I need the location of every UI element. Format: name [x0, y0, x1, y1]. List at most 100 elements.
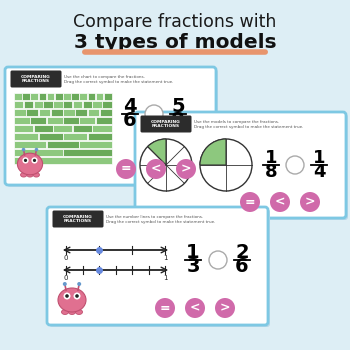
Text: <: < — [190, 301, 200, 315]
Ellipse shape — [18, 153, 43, 175]
Bar — [63, 100, 72, 108]
Text: =: = — [245, 196, 255, 209]
FancyBboxPatch shape — [135, 112, 346, 218]
Ellipse shape — [27, 173, 33, 177]
Ellipse shape — [69, 309, 76, 315]
Bar — [53, 100, 63, 108]
Bar — [96, 92, 103, 100]
Bar — [47, 140, 79, 148]
Text: >: > — [181, 162, 191, 175]
Bar — [51, 108, 63, 116]
Text: Drag the correct symbol to make the statement true.: Drag the correct symbol to make the stat… — [194, 125, 303, 129]
Text: 6: 6 — [235, 258, 249, 277]
Ellipse shape — [62, 309, 69, 315]
Bar — [102, 100, 112, 108]
Text: 1: 1 — [265, 149, 277, 167]
Wedge shape — [148, 139, 166, 165]
Text: COMPARING
FRACTIONS: COMPARING FRACTIONS — [21, 75, 51, 83]
Text: COMPARING
FRACTIONS: COMPARING FRACTIONS — [151, 120, 181, 128]
Bar — [92, 125, 112, 132]
Text: 6: 6 — [123, 112, 137, 131]
Circle shape — [24, 159, 27, 162]
Text: =: = — [121, 162, 131, 175]
Bar — [79, 117, 95, 124]
Bar — [26, 108, 38, 116]
Text: Drag the correct symbol to make the statement true.: Drag the correct symbol to make the stat… — [64, 80, 173, 84]
Text: 1: 1 — [163, 255, 167, 261]
Text: 2: 2 — [235, 244, 249, 262]
Circle shape — [300, 192, 320, 212]
Bar — [14, 148, 63, 156]
Circle shape — [63, 282, 67, 286]
Ellipse shape — [33, 173, 40, 177]
Circle shape — [74, 293, 80, 300]
Bar — [14, 156, 112, 164]
Bar — [14, 133, 38, 140]
Circle shape — [270, 192, 290, 212]
Bar — [55, 92, 63, 100]
Text: =: = — [160, 301, 170, 315]
Bar — [38, 108, 50, 116]
Wedge shape — [200, 139, 226, 165]
Bar — [88, 92, 95, 100]
Bar — [71, 92, 79, 100]
Bar — [96, 117, 112, 124]
Circle shape — [33, 159, 36, 162]
Bar — [34, 125, 53, 132]
Circle shape — [22, 148, 25, 152]
Bar — [88, 108, 99, 116]
Text: 1: 1 — [163, 275, 167, 281]
Bar — [92, 100, 102, 108]
Circle shape — [32, 157, 38, 163]
Circle shape — [155, 298, 175, 318]
Circle shape — [77, 282, 81, 286]
FancyBboxPatch shape — [10, 70, 62, 88]
FancyBboxPatch shape — [5, 67, 216, 185]
Text: 3: 3 — [186, 258, 200, 277]
Bar — [47, 92, 54, 100]
Bar — [73, 125, 92, 132]
Bar — [63, 133, 87, 140]
Circle shape — [215, 298, 235, 318]
Text: 0: 0 — [64, 255, 68, 261]
Bar — [47, 117, 63, 124]
Bar — [14, 140, 46, 148]
Text: Use the chart to compare the fractions.: Use the chart to compare the fractions. — [64, 75, 145, 79]
Bar — [34, 100, 43, 108]
Bar — [38, 133, 63, 140]
FancyBboxPatch shape — [52, 210, 104, 228]
Text: 1: 1 — [186, 244, 200, 262]
Bar — [88, 133, 112, 140]
Bar — [22, 92, 30, 100]
Text: 5: 5 — [171, 98, 185, 117]
Bar — [24, 100, 33, 108]
Text: 8: 8 — [265, 163, 277, 181]
FancyBboxPatch shape — [137, 114, 348, 220]
Bar — [14, 100, 23, 108]
Circle shape — [200, 139, 252, 191]
Circle shape — [75, 294, 79, 298]
Circle shape — [185, 298, 205, 318]
Circle shape — [146, 159, 166, 179]
Text: 4: 4 — [313, 163, 325, 181]
Text: 3 types of models: 3 types of models — [74, 33, 276, 51]
Text: 1: 1 — [313, 149, 325, 167]
Bar — [63, 108, 75, 116]
Bar — [14, 117, 30, 124]
Circle shape — [65, 294, 69, 298]
Bar — [14, 125, 33, 132]
Circle shape — [209, 251, 227, 269]
Text: Use the number lines to compare the fractions.: Use the number lines to compare the frac… — [106, 215, 203, 219]
Text: <: < — [275, 196, 285, 209]
Text: 0: 0 — [64, 275, 68, 281]
Text: Compare fractions with: Compare fractions with — [73, 13, 277, 31]
Circle shape — [176, 159, 196, 179]
Circle shape — [35, 148, 38, 152]
Ellipse shape — [76, 309, 83, 315]
Circle shape — [286, 156, 304, 174]
Bar — [79, 92, 87, 100]
Text: COMPARING
FRACTIONS: COMPARING FRACTIONS — [63, 215, 93, 223]
Bar — [14, 92, 22, 100]
Bar — [30, 117, 46, 124]
Bar — [83, 100, 92, 108]
